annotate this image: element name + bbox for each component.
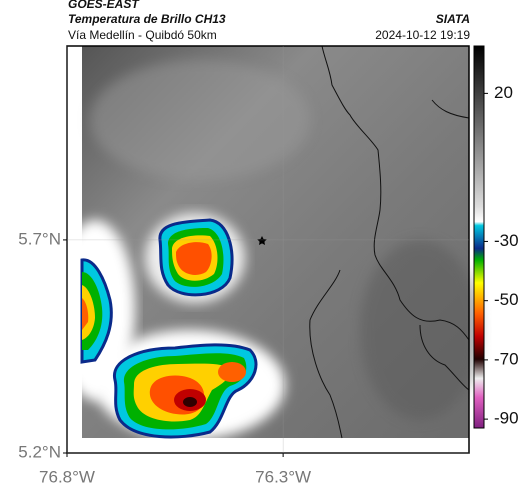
x-tick-label: 76.8°W	[39, 467, 95, 486]
source: SIATA	[436, 12, 470, 26]
colorbar	[473, 45, 485, 429]
region: Vía Medellín - Quibdó 50km	[68, 28, 217, 42]
title: GOES-EAST	[68, 0, 140, 11]
colorbar-tick-label: -90	[494, 409, 519, 428]
subtitle: Temperatura de Brillo CH13	[68, 12, 226, 26]
datetime: 2024-10-12 19:19	[375, 28, 470, 42]
storm-cell	[158, 218, 234, 297]
storm-cell	[113, 343, 258, 439]
colorbar-tick-label: -50	[494, 290, 519, 309]
storm-cell	[80, 258, 113, 364]
satellite-image	[55, 45, 480, 440]
y-tick-label: 5.7°N	[18, 229, 61, 248]
y-tick-label: 5.2°N	[18, 442, 61, 461]
colorbar-tick-label: 20	[494, 83, 513, 102]
location-marker	[257, 236, 267, 245]
colorbar-tick-label: -30	[494, 231, 519, 250]
colorbar-tick-label: -70	[494, 349, 519, 368]
x-tick-label: 76.3°W	[255, 467, 311, 486]
